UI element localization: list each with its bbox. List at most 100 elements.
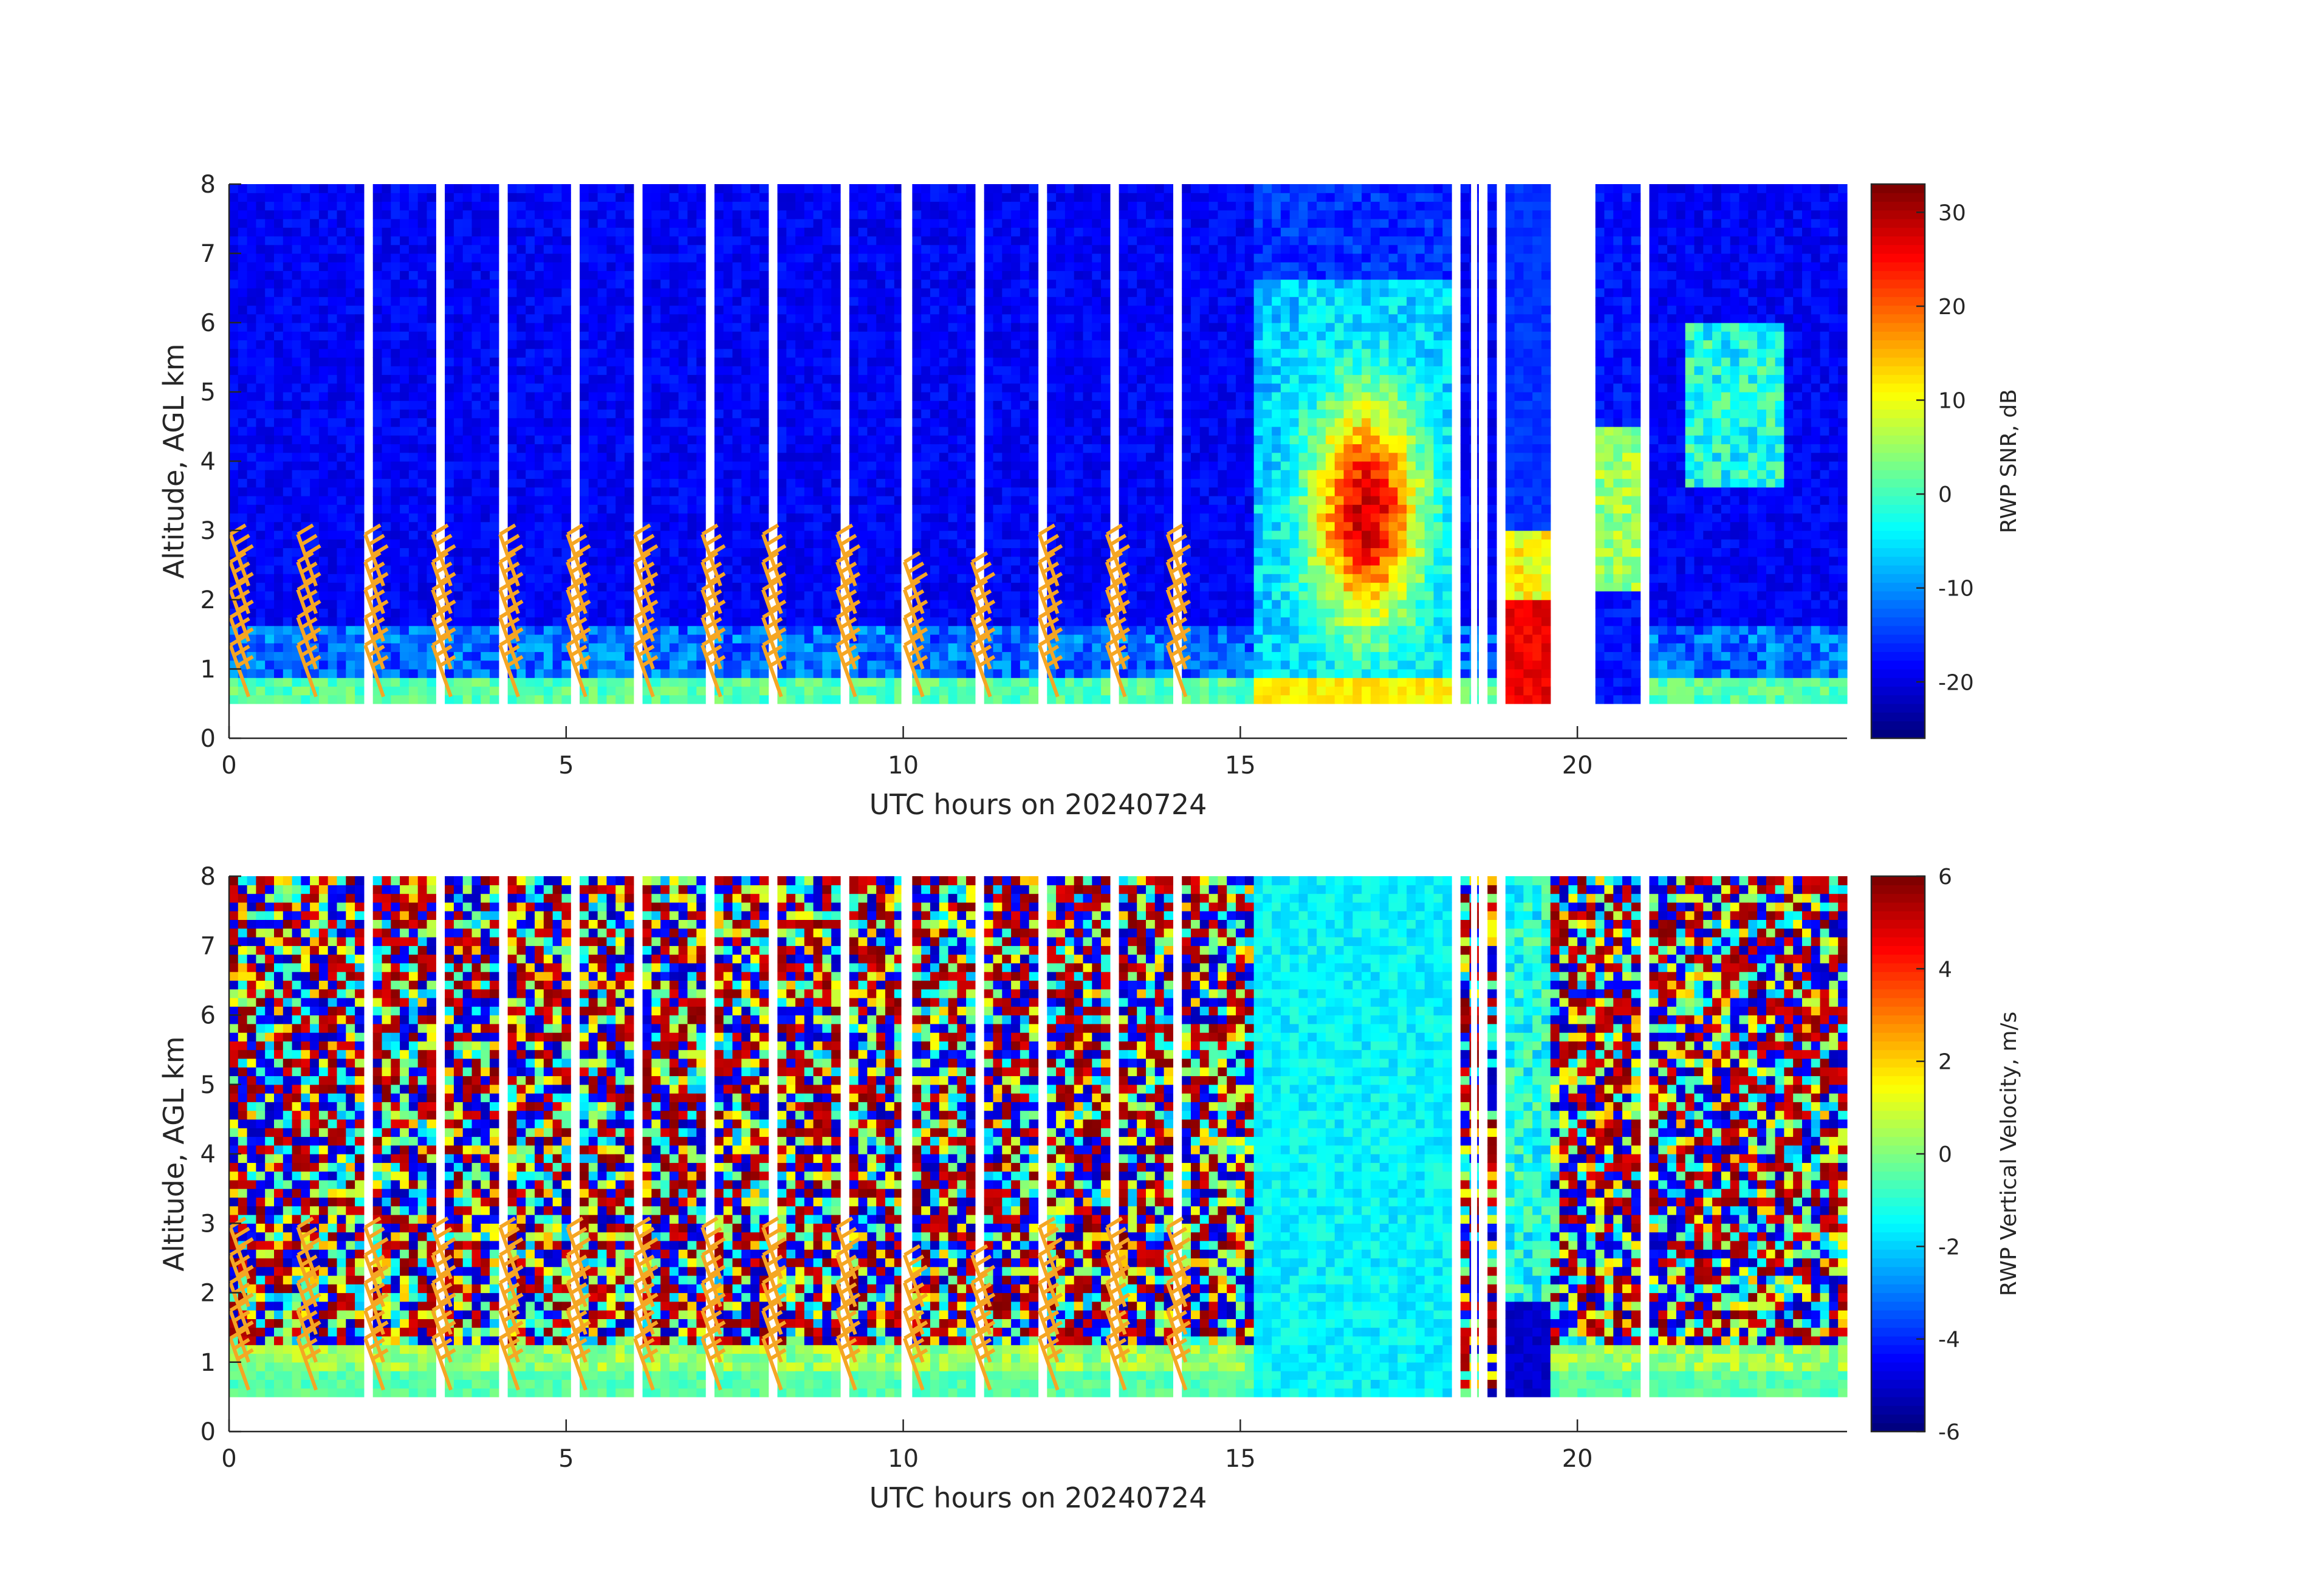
heatmap-cell (849, 244, 859, 254)
heatmap-cell (822, 608, 832, 618)
heatmap-cell (966, 496, 976, 505)
heatmap-cell (804, 227, 814, 237)
heatmap-cell (849, 323, 859, 332)
heatmap-cell (247, 219, 256, 228)
heatmap-cell (1002, 452, 1012, 462)
heatmap-cell (408, 314, 419, 323)
heatmap-cell (355, 600, 365, 609)
heatmap-cell (516, 643, 526, 653)
heatmap-cell (453, 227, 464, 237)
heatmap-cell (588, 219, 598, 228)
heatmap-cell (238, 314, 248, 323)
heatmap-cell (337, 314, 346, 323)
heatmap-cell (265, 617, 275, 626)
heatmap-cell (238, 383, 248, 393)
heatmap-cell (318, 504, 329, 514)
heatmap-cell (382, 547, 391, 557)
heatmap-cell (831, 236, 841, 245)
heatmap-cell (552, 219, 562, 228)
heatmap-cell (642, 193, 652, 202)
heatmap-cell (984, 184, 994, 193)
heatmap-cell (346, 669, 355, 678)
heatmap-cell (238, 513, 248, 523)
heatmap-cell (885, 487, 895, 496)
heatmap-cell (274, 417, 284, 427)
heatmap-cell (391, 625, 400, 635)
heatmap-cell (1064, 461, 1075, 470)
heatmap-cell (795, 539, 805, 549)
heatmap-cell (453, 643, 464, 653)
heatmap-cell (588, 521, 598, 531)
heatmap-cell (490, 461, 499, 470)
heatmap-cell (777, 669, 787, 678)
heatmap-cell (507, 357, 517, 366)
heatmap-cell (615, 417, 625, 427)
heatmap-cell (274, 677, 284, 687)
heatmap-cell (759, 427, 769, 436)
heatmap-cell (526, 591, 535, 600)
heatmap-cell (831, 660, 841, 670)
heatmap-cell (750, 686, 760, 696)
heatmap-cell (256, 651, 266, 661)
heatmap-cell (247, 444, 256, 453)
heatmap-cell (247, 236, 256, 245)
heatmap-cell (247, 470, 256, 479)
heatmap-cell (750, 513, 760, 523)
heatmap-cell (966, 660, 976, 670)
heatmap-cell (1029, 600, 1039, 609)
heatmap-cell (660, 504, 670, 514)
heatmap-cell (445, 253, 454, 262)
heatmap-cell (669, 496, 679, 505)
heatmap-cell (327, 348, 338, 358)
heatmap-cell (966, 288, 976, 297)
heatmap-cell (678, 219, 688, 228)
heatmap-cell (337, 608, 346, 618)
heatmap-cell (256, 331, 266, 341)
heatmap-cell (471, 582, 481, 592)
heatmap-cell (408, 392, 419, 401)
heatmap-cell (1011, 400, 1021, 410)
heatmap-cell (966, 357, 976, 366)
heatmap-cell (993, 530, 1003, 540)
heatmap-cell (400, 651, 410, 661)
heatmap-cell (247, 262, 256, 272)
heatmap-cell (1056, 427, 1066, 436)
heatmap-cell (292, 427, 301, 436)
heatmap-cell (346, 392, 355, 401)
heatmap-cell (1020, 591, 1030, 600)
heatmap-cell (372, 392, 383, 401)
heatmap-cell (1020, 600, 1030, 609)
heatmap-cell (723, 521, 733, 531)
heatmap-cell (417, 461, 428, 470)
heatmap-cell (660, 340, 670, 349)
heatmap-cell (822, 201, 832, 211)
heatmap-cell (984, 305, 994, 315)
heatmap-cell (1047, 201, 1057, 211)
heatmap-cell (1074, 677, 1084, 687)
heatmap-cell (247, 305, 256, 315)
heatmap-cell (417, 574, 428, 583)
heatmap-cell (327, 496, 338, 505)
heatmap-cell (372, 340, 383, 349)
heatmap-cell (427, 184, 436, 193)
heatmap-cell (822, 643, 832, 653)
heatmap-cell (229, 331, 239, 341)
heatmap-cell (247, 521, 256, 531)
heatmap-cell (372, 417, 383, 427)
heatmap-cell (759, 219, 769, 228)
heatmap-cell (327, 366, 338, 376)
heatmap-cell (651, 357, 661, 366)
heatmap-cell (625, 270, 634, 280)
heatmap-cell (337, 591, 346, 600)
heatmap-cell (256, 565, 266, 574)
heatmap-cell (966, 374, 976, 384)
heatmap-cell (966, 262, 976, 272)
heatmap-cell (678, 513, 688, 523)
heatmap-cell (346, 530, 355, 540)
heatmap-cell (777, 427, 787, 436)
heatmap-cell (471, 608, 481, 618)
heatmap-cell (543, 236, 554, 245)
heatmap-cell (597, 608, 607, 618)
heatmap-cell (274, 279, 284, 289)
heatmap-cell (615, 461, 625, 470)
